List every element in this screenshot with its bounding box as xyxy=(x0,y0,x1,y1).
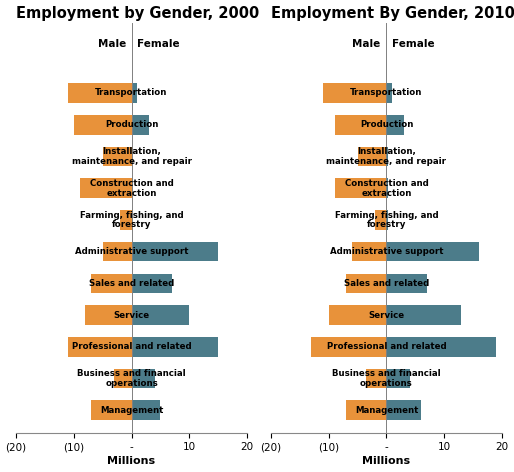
Text: Transportation: Transportation xyxy=(96,88,168,97)
Text: Professional and related: Professional and related xyxy=(326,342,446,351)
Bar xyxy=(91,274,132,293)
Bar xyxy=(132,210,133,230)
Bar xyxy=(346,401,387,420)
Text: Female: Female xyxy=(392,39,435,49)
Text: Administrative support: Administrative support xyxy=(75,247,188,256)
Bar xyxy=(85,305,132,325)
Text: Male: Male xyxy=(98,39,126,49)
Text: Transportation: Transportation xyxy=(350,88,423,97)
Text: Installation,
maintenance, and repair: Installation, maintenance, and repair xyxy=(71,147,192,166)
Text: Construction and
extraction: Construction and extraction xyxy=(344,179,428,197)
Bar xyxy=(387,401,421,420)
Text: Administrative support: Administrative support xyxy=(329,247,443,256)
Bar xyxy=(132,369,155,388)
X-axis label: Millions: Millions xyxy=(107,456,156,466)
Bar xyxy=(346,274,387,293)
Text: Service: Service xyxy=(114,311,150,320)
Bar xyxy=(387,147,388,166)
Bar xyxy=(335,115,387,135)
Bar xyxy=(335,178,387,198)
Bar xyxy=(366,369,387,388)
Bar xyxy=(132,305,189,325)
Bar xyxy=(387,115,404,135)
Bar xyxy=(387,83,392,103)
Bar xyxy=(311,337,387,357)
Bar xyxy=(358,147,387,166)
Bar xyxy=(387,178,388,198)
Text: Construction and
extraction: Construction and extraction xyxy=(89,179,173,197)
Text: Male: Male xyxy=(353,39,381,49)
Bar xyxy=(375,210,387,230)
Text: Business and financial
operations: Business and financial operations xyxy=(332,369,441,388)
Bar xyxy=(74,115,132,135)
Text: Management: Management xyxy=(100,406,163,415)
Text: Management: Management xyxy=(355,406,418,415)
Text: Farming, fishing, and
forestry: Farming, fishing, and forestry xyxy=(335,211,438,229)
Text: Production: Production xyxy=(360,120,413,129)
Text: Business and financial
operations: Business and financial operations xyxy=(77,369,186,388)
Bar xyxy=(387,369,410,388)
Bar xyxy=(387,274,427,293)
Bar xyxy=(132,147,133,166)
Text: Professional and related: Professional and related xyxy=(72,342,191,351)
X-axis label: Millions: Millions xyxy=(362,456,411,466)
Bar xyxy=(387,337,496,357)
Text: Sales and related: Sales and related xyxy=(89,279,174,288)
Text: Production: Production xyxy=(105,120,158,129)
Text: Farming, fishing, and
forestry: Farming, fishing, and forestry xyxy=(80,211,183,229)
Bar xyxy=(132,401,160,420)
Bar xyxy=(387,210,388,230)
Bar xyxy=(80,178,132,198)
Bar xyxy=(387,242,479,261)
Bar xyxy=(68,83,132,103)
Bar xyxy=(352,242,387,261)
Bar xyxy=(132,337,218,357)
Text: Female: Female xyxy=(137,39,180,49)
Bar xyxy=(132,115,149,135)
Text: Employment By Gender, 2010: Employment By Gender, 2010 xyxy=(271,6,514,21)
Bar xyxy=(103,147,132,166)
Text: Employment by Gender, 2000: Employment by Gender, 2000 xyxy=(16,6,260,21)
Text: Installation,
maintenance, and repair: Installation, maintenance, and repair xyxy=(326,147,447,166)
Bar xyxy=(91,401,132,420)
Bar xyxy=(387,305,462,325)
Bar xyxy=(323,83,387,103)
Bar xyxy=(68,337,132,357)
Bar xyxy=(132,178,133,198)
Bar xyxy=(132,242,218,261)
Text: Service: Service xyxy=(369,311,405,320)
Bar xyxy=(329,305,387,325)
Bar xyxy=(120,210,132,230)
Bar xyxy=(114,369,132,388)
Bar xyxy=(103,242,132,261)
Bar xyxy=(132,83,137,103)
Bar xyxy=(132,274,172,293)
Text: Sales and related: Sales and related xyxy=(344,279,429,288)
